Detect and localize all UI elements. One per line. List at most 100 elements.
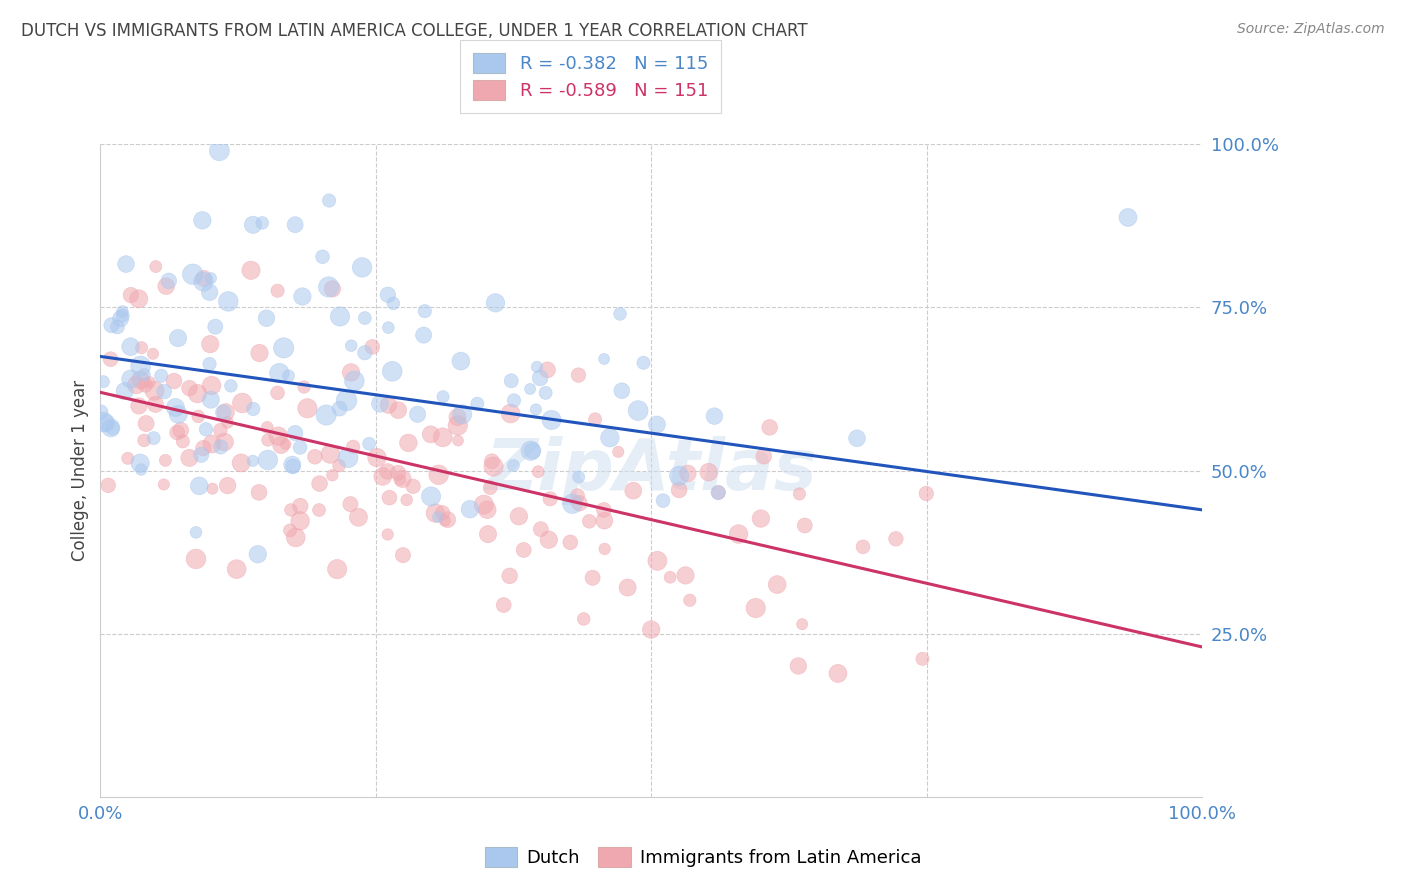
Point	[100, 318, 122, 333]
Point	[200, 337, 222, 351]
Point	[599, 431, 621, 445]
Point	[353, 345, 375, 359]
Point	[134, 368, 156, 382]
Point	[347, 510, 370, 524]
Point	[217, 294, 239, 309]
Point	[395, 492, 418, 507]
Point	[288, 514, 311, 528]
Point	[572, 612, 595, 626]
Point	[382, 296, 405, 310]
Point	[481, 454, 503, 468]
Point	[193, 271, 215, 285]
Point	[633, 356, 655, 370]
Point	[752, 450, 775, 464]
Point	[1116, 211, 1139, 225]
Point	[284, 426, 307, 441]
Point	[167, 331, 190, 345]
Point	[522, 443, 544, 458]
Point	[749, 511, 772, 525]
Point	[366, 450, 388, 465]
Point	[184, 552, 207, 566]
Point	[337, 450, 360, 465]
Point	[266, 385, 288, 400]
Point	[852, 540, 875, 554]
Point	[128, 292, 150, 306]
Point	[328, 458, 350, 473]
Point	[208, 144, 231, 158]
Point	[247, 485, 270, 500]
Point	[647, 554, 669, 568]
Point	[201, 482, 224, 496]
Point	[396, 435, 419, 450]
Point	[308, 503, 330, 517]
Point	[402, 479, 425, 493]
Point	[329, 401, 352, 416]
Point	[315, 408, 337, 422]
Point	[198, 285, 221, 300]
Point	[157, 274, 180, 288]
Point	[269, 366, 291, 380]
Point	[166, 425, 188, 440]
Point	[181, 267, 204, 281]
Point	[186, 386, 208, 401]
Point	[492, 598, 515, 612]
Point	[607, 445, 630, 459]
Point	[256, 420, 278, 434]
Point	[145, 397, 167, 411]
Point	[387, 403, 409, 417]
Point	[727, 527, 749, 541]
Point	[758, 420, 780, 434]
Point	[371, 469, 394, 483]
Point	[281, 458, 304, 472]
Point	[311, 250, 333, 264]
Point	[593, 351, 616, 366]
Point	[242, 401, 264, 416]
Point	[215, 405, 238, 419]
Point	[270, 438, 292, 452]
Point	[447, 434, 470, 448]
Point	[191, 213, 214, 227]
Point	[703, 409, 725, 423]
Point	[240, 263, 263, 277]
Point	[321, 282, 343, 296]
Point	[129, 373, 152, 387]
Point	[352, 260, 374, 275]
Point	[567, 368, 589, 383]
Point	[308, 476, 330, 491]
Point	[110, 311, 132, 326]
Point	[567, 489, 589, 503]
Point	[188, 479, 211, 493]
Point	[766, 577, 789, 591]
Point	[536, 363, 558, 377]
Point	[214, 435, 236, 450]
Point	[537, 533, 560, 547]
Point	[257, 453, 280, 467]
Point	[616, 581, 638, 595]
Point	[413, 304, 436, 318]
Point	[190, 448, 212, 462]
Point	[593, 541, 616, 556]
Point	[406, 407, 429, 421]
Point	[193, 441, 215, 455]
Point	[278, 524, 301, 538]
Point	[527, 465, 550, 479]
Point	[432, 430, 454, 444]
Point	[477, 527, 499, 541]
Point	[592, 503, 614, 517]
Point	[391, 472, 413, 486]
Point	[359, 436, 381, 450]
Point	[512, 543, 534, 558]
Text: ZipAtlas: ZipAtlas	[485, 436, 817, 505]
Point	[318, 280, 340, 294]
Point	[707, 485, 730, 500]
Text: DUTCH VS IMMIGRANTS FROM LATIN AMERICA COLLEGE, UNDER 1 YEAR CORRELATION CHART: DUTCH VS IMMIGRANTS FROM LATIN AMERICA C…	[21, 22, 807, 40]
Point	[107, 320, 129, 334]
Point	[526, 359, 548, 374]
Point	[292, 380, 315, 394]
Point	[319, 447, 342, 461]
Point	[284, 218, 307, 232]
Point	[501, 374, 523, 388]
Point	[499, 407, 522, 421]
Point	[134, 378, 156, 392]
Point	[165, 401, 187, 415]
